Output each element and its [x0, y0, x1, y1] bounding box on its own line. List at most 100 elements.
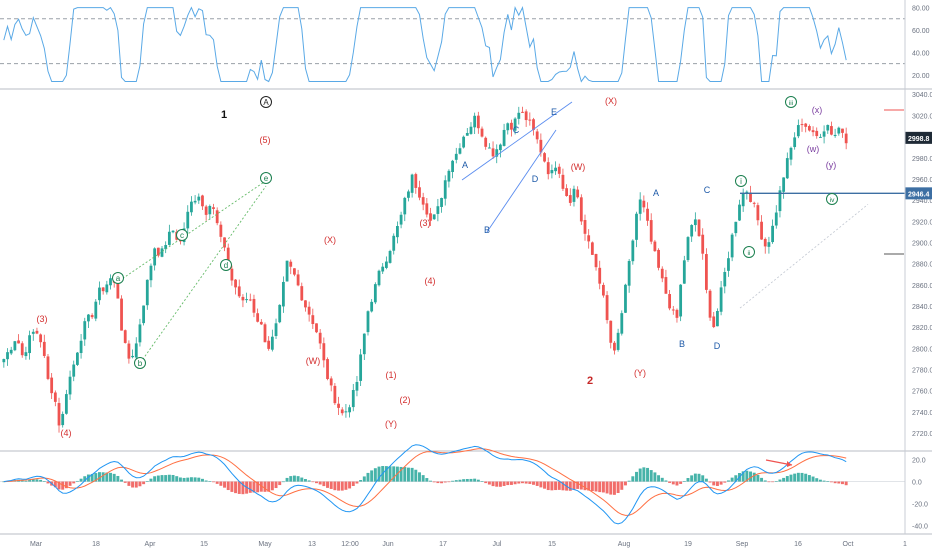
macd-hist-bar — [649, 470, 653, 482]
candle-body — [208, 205, 212, 215]
candle-body — [396, 225, 399, 238]
wave-annotations: 1 2 A (5) (3) (4) (X) (W) (3) (4) (1) (2) (Y) (X) (W) (… — [37, 96, 838, 438]
candle-body — [738, 204, 741, 221]
macd-hist-bar — [300, 477, 304, 482]
macd-hist-bar — [756, 474, 760, 482]
macd-hist-bar — [686, 478, 690, 482]
macd-hist-bar — [399, 466, 403, 482]
macd-hist-bar — [745, 470, 749, 482]
candle-body — [399, 214, 403, 225]
candle-body — [506, 123, 510, 131]
macd-hist-bar — [458, 479, 462, 482]
macd-hist-bar — [502, 481, 506, 486]
candle-body — [259, 321, 263, 325]
macd-hist-bar — [234, 481, 238, 494]
macd-hist-bar — [267, 481, 271, 492]
macd-hist-bar — [598, 481, 602, 493]
macd-tick-label: -20.0 — [912, 501, 928, 508]
macd-hist-bar — [800, 472, 804, 482]
wave-label: (4) — [61, 428, 72, 438]
candle-body — [579, 197, 583, 222]
macd-hist-bar — [362, 476, 366, 482]
candle-body — [234, 279, 237, 288]
macd-hist-bar — [837, 481, 841, 484]
macd-hist-bar — [826, 481, 830, 482]
channel-line — [486, 129, 557, 233]
macd-hist-bar — [609, 481, 613, 495]
time-tick-label: Sep — [736, 541, 749, 548]
macd-hist-bar — [359, 480, 363, 482]
macd-hist-bar — [627, 480, 631, 482]
macd-hist-bar — [64, 481, 68, 489]
wave-label: ii — [748, 250, 751, 257]
candle-body — [120, 298, 123, 331]
last-price-tag-label: 2998.8 — [908, 136, 930, 143]
channel-line — [115, 179, 268, 284]
candle-body — [241, 296, 245, 301]
candle-body — [778, 190, 782, 212]
wave-label: A — [462, 160, 468, 170]
candle-body — [601, 284, 605, 296]
wave-label-ring — [220, 259, 232, 271]
macd-hist-bar — [778, 479, 782, 482]
candle-body — [594, 253, 598, 268]
macd-hist-bar — [164, 475, 168, 482]
candle-body — [278, 304, 282, 323]
candle-body — [686, 237, 690, 260]
candle-body — [668, 294, 672, 309]
macd-hist-bar — [443, 481, 447, 483]
candle-body — [469, 126, 473, 134]
candle-body — [164, 245, 168, 250]
wave-label: (1) — [386, 370, 397, 380]
candle-body — [767, 242, 771, 247]
candle-body — [263, 324, 267, 343]
channel-line — [461, 101, 573, 181]
candle-body — [212, 207, 215, 209]
macd-hist-bar — [447, 481, 451, 483]
macd-hist-bar — [373, 468, 377, 482]
macd-hist-bar — [326, 481, 329, 488]
macd-hist-bar — [142, 481, 146, 485]
candle-body — [362, 333, 366, 355]
channel-line — [137, 185, 267, 367]
macd-hist-bar — [616, 481, 620, 494]
price-tick-label: 2960.0 — [912, 177, 932, 184]
candle-body — [815, 130, 819, 137]
candle-body — [171, 230, 175, 233]
candle-body — [68, 376, 72, 395]
macd-hist-bar — [653, 472, 657, 482]
candle-body — [366, 311, 370, 333]
candle-body — [811, 130, 815, 133]
candle-body — [127, 343, 131, 359]
rsi-line — [3, 5, 847, 83]
wave-label: (X) — [324, 235, 336, 245]
candle-body — [807, 126, 811, 131]
macd-hist-bar — [83, 476, 87, 482]
candle-body — [800, 124, 804, 126]
wave-label: (y) — [826, 160, 837, 170]
candle-body — [587, 235, 591, 242]
candle-body — [476, 115, 480, 129]
candle-body — [528, 119, 532, 121]
candle-body — [487, 147, 491, 149]
macd-line — [3, 444, 847, 525]
candle-body — [13, 341, 17, 351]
macd-hist-bar — [660, 477, 664, 482]
wave-label: B — [484, 225, 490, 235]
macd-hist-bar — [182, 477, 186, 482]
macd-hist-bar — [704, 478, 708, 482]
macd-hist-bar — [793, 473, 797, 482]
macd-hist-bar — [39, 479, 43, 482]
rsi-tick-label: 80.00 — [912, 6, 930, 13]
macd-hist-bar — [98, 472, 101, 482]
macd-hist-bar — [318, 481, 322, 485]
macd-hist-bar — [219, 481, 223, 486]
macd-hist-bar — [212, 481, 215, 483]
macd-hist-bar — [749, 471, 752, 482]
macd-hist-bar — [120, 479, 124, 482]
macd-hist-bar — [197, 477, 201, 482]
wave-label: c — [180, 231, 184, 240]
macd-hist-bar — [509, 481, 513, 485]
candle-body — [76, 352, 79, 365]
